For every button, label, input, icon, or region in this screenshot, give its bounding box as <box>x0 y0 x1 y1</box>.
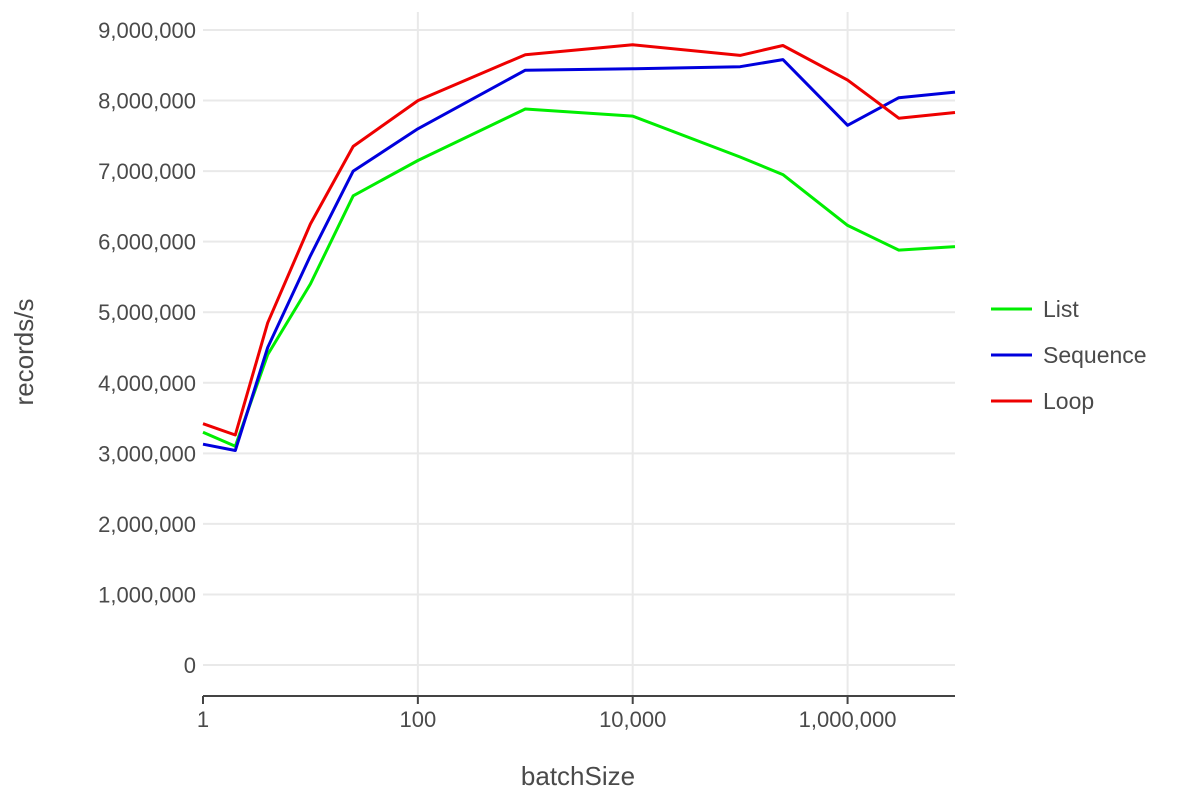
legend-label-sequence: Sequence <box>1043 342 1147 368</box>
y-tick-label: 9,000,000 <box>98 18 196 43</box>
x-tick-label: 100 <box>399 707 436 732</box>
legend: List Sequence Loop <box>991 296 1147 414</box>
y-tick-label: 6,000,000 <box>98 230 196 255</box>
x-axis-title: batchSize <box>521 761 635 791</box>
y-tick-label: 2,000,000 <box>98 512 196 537</box>
axes: 0 1,000,000 2,000,000 3,000,000 4,000,000 5,0… <box>98 18 955 732</box>
series-line-list <box>202 107 956 448</box>
series-lines <box>202 43 956 452</box>
x-tick-label: 1 <box>197 707 209 732</box>
x-tick-label: 1,000,000 <box>799 707 897 732</box>
y-tick-label: 4,000,000 <box>98 371 196 396</box>
x-tick-label: 10,000 <box>599 707 666 732</box>
y-tick-label: 0 <box>184 653 196 678</box>
y-tick-label: 3,000,000 <box>98 441 196 466</box>
grid <box>203 12 955 696</box>
y-tick-label: 8,000,000 <box>98 89 196 114</box>
legend-label-list: List <box>1043 296 1079 322</box>
series-line-sequence <box>202 58 956 452</box>
y-tick-label: 1,000,000 <box>98 582 196 607</box>
y-tick-label: 7,000,000 <box>98 159 196 184</box>
series-line-loop <box>202 43 956 437</box>
legend-label-loop: Loop <box>1043 388 1094 414</box>
y-tick-label: 5,000,000 <box>98 300 196 325</box>
y-axis-title: records/s <box>9 299 39 406</box>
